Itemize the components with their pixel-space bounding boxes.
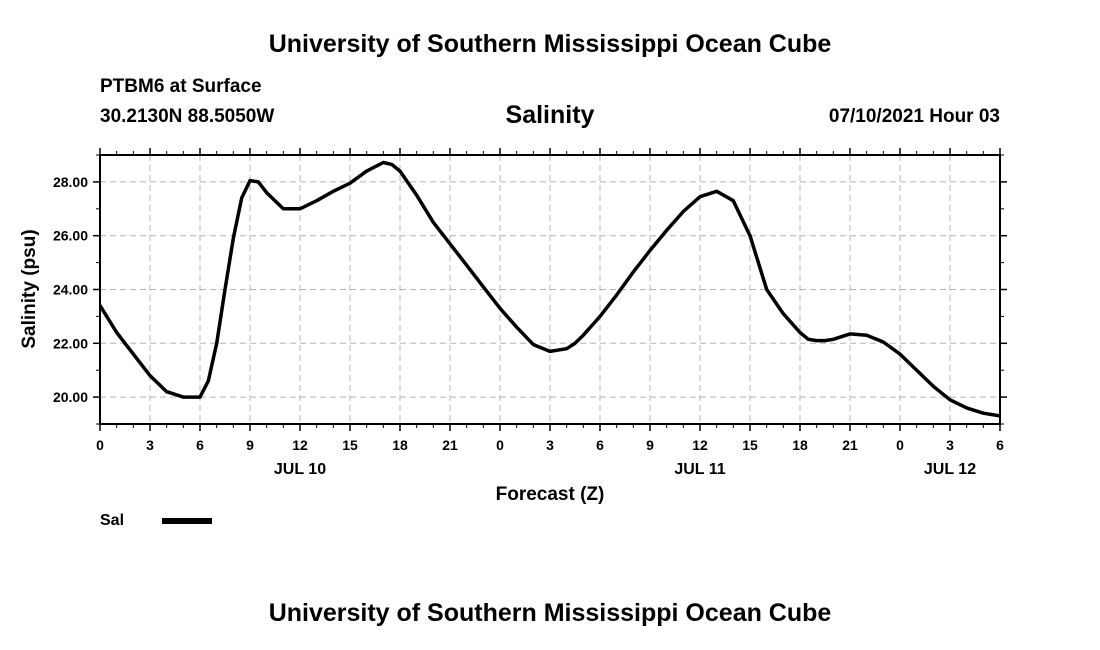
x-tick-label: 9 bbox=[646, 437, 654, 453]
x-tick-label: 3 bbox=[946, 437, 954, 453]
y-axis-label: Salinity (psu) bbox=[19, 229, 40, 348]
x-tick-label: 12 bbox=[292, 437, 308, 453]
station-label: PTBM6 at Surface bbox=[100, 76, 262, 97]
x-tick-label: 6 bbox=[996, 437, 1004, 453]
x-tick-label: 15 bbox=[742, 437, 758, 453]
axis-labels: 20.00 22.00 24.00 26.00 28.00 0 3 6 9 12 15 18 21 0 3 6… bbox=[53, 174, 1004, 478]
date-label: JUL 12 bbox=[924, 461, 976, 478]
series-layer bbox=[100, 160, 1000, 418]
x-tick-label: 0 bbox=[896, 437, 904, 453]
x-tick-label: 18 bbox=[792, 437, 808, 453]
x-axis-label: Forecast (Z) bbox=[496, 484, 605, 505]
page-title: University of Southern Mississippi Ocean… bbox=[268, 30, 832, 58]
legend: Sal bbox=[100, 512, 212, 529]
y-tick-label: 28.00 bbox=[53, 174, 88, 190]
x-tick-label: 0 bbox=[96, 437, 104, 453]
y-tick-label: 20.00 bbox=[53, 389, 88, 405]
forecast-datetime: 07/10/2021 Hour 03 bbox=[828, 106, 1000, 127]
x-tick-label: 0 bbox=[496, 437, 504, 453]
y-tick-label: 22.00 bbox=[53, 335, 88, 351]
x-tick-label: 21 bbox=[442, 437, 458, 453]
date-label: JUL 11 bbox=[674, 461, 725, 478]
date-label: JUL 10 bbox=[274, 461, 326, 478]
x-tick-label: 3 bbox=[146, 437, 154, 453]
y-tick-label: 26.00 bbox=[53, 228, 88, 244]
x-tick-label: 3 bbox=[546, 437, 554, 453]
x-tick-label: 15 bbox=[342, 437, 358, 453]
grid bbox=[99, 155, 1001, 424]
footer-title: University of Southern Mississippi Ocean… bbox=[268, 599, 832, 627]
x-tick-label: 21 bbox=[842, 437, 858, 453]
plot-frame bbox=[99, 154, 1001, 425]
x-tick-label: 9 bbox=[246, 437, 254, 453]
x-tick-label: 6 bbox=[196, 437, 204, 453]
coordinates-label: 30.2130N 88.5050W bbox=[100, 106, 275, 127]
y-tick-label: 24.00 bbox=[53, 282, 88, 298]
series-line-sal bbox=[100, 160, 1000, 418]
x-tick-label: 12 bbox=[692, 437, 708, 453]
legend-label: Sal bbox=[100, 512, 124, 529]
x-tick-label: 18 bbox=[392, 437, 408, 453]
chart-title: Salinity bbox=[505, 101, 595, 129]
x-tick-label: 6 bbox=[596, 437, 604, 453]
